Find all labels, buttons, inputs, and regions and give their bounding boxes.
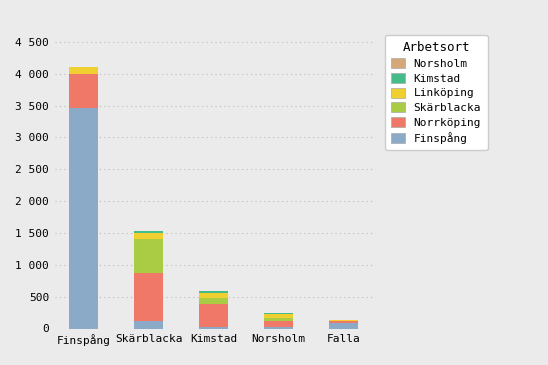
Bar — [69, 108, 99, 328]
Bar — [134, 233, 163, 239]
Bar — [329, 323, 358, 328]
Bar — [264, 321, 293, 327]
Bar — [134, 231, 163, 233]
Bar — [264, 327, 293, 329]
Bar — [264, 312, 293, 313]
Bar — [329, 322, 358, 323]
Bar — [69, 74, 99, 108]
Bar — [69, 68, 99, 74]
Bar — [329, 320, 358, 321]
Bar — [199, 293, 229, 298]
Bar — [199, 298, 229, 304]
Bar — [329, 321, 358, 322]
Bar — [199, 327, 229, 328]
Bar — [264, 313, 293, 315]
Bar — [134, 239, 163, 273]
Legend: Norsholm, Kimstad, Linköping, Skärblacka, Norrköping, Finspång: Norsholm, Kimstad, Linköping, Skärblacka… — [385, 35, 488, 150]
Bar — [199, 291, 229, 293]
Bar — [134, 321, 163, 328]
Bar — [134, 273, 163, 321]
Bar — [264, 315, 293, 318]
Bar — [264, 318, 293, 321]
Bar — [199, 304, 229, 327]
